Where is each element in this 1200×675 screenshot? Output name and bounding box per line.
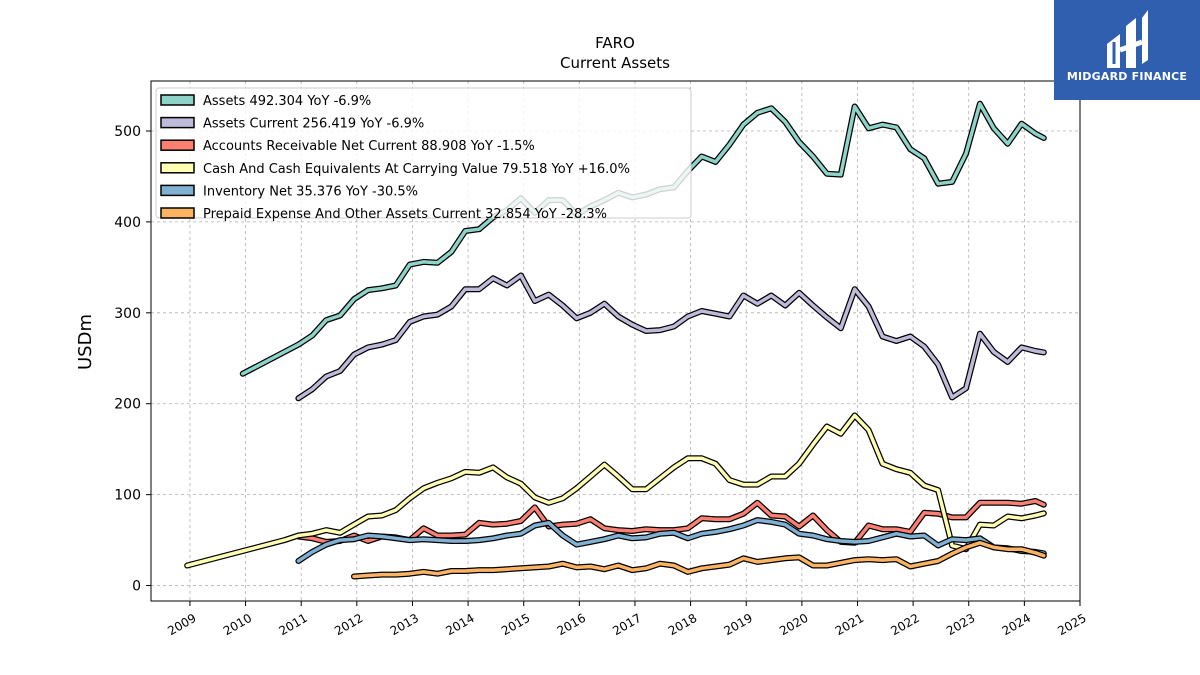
y-tick-label: 400 xyxy=(114,215,141,231)
x-tick-label: 2017 xyxy=(610,611,643,638)
x-tick-label: 2018 xyxy=(666,611,699,638)
series-line-outline xyxy=(295,272,1047,402)
series-2 xyxy=(295,498,1047,546)
legend-entry-label: Assets 492.304 YoY -6.9% xyxy=(203,94,371,109)
series-line xyxy=(296,273,1046,401)
x-tick-label: 2009 xyxy=(165,611,198,638)
x-tick-label: 2020 xyxy=(777,611,810,638)
y-tick-label: 0 xyxy=(132,579,141,595)
legend: Assets 492.304 YoY -6.9% Assets Current 2… xyxy=(155,87,692,222)
x-tick-label: 2021 xyxy=(833,611,866,638)
legend-swatch xyxy=(160,139,195,151)
plot-frame xyxy=(150,80,1081,602)
x-tick-label: 2011 xyxy=(276,611,309,638)
y-tick-label: 200 xyxy=(114,397,141,413)
x-tick-label: 2012 xyxy=(332,611,365,638)
x-tick-label: 2015 xyxy=(499,611,532,638)
x-tick-label: 2014 xyxy=(443,611,476,638)
x-tick-label: 2025 xyxy=(1055,611,1088,638)
x-tick-label: 2019 xyxy=(722,611,755,638)
series-line xyxy=(185,413,1046,568)
series-line-outline xyxy=(295,498,1047,546)
legend-swatch xyxy=(160,207,195,219)
x-tick-label: 2013 xyxy=(388,611,421,638)
series-3 xyxy=(184,412,1047,569)
x-tick-label: 2016 xyxy=(555,611,588,638)
legend-swatch xyxy=(160,94,195,106)
legend-entry-label: Prepaid Expense And Other Assets Current… xyxy=(203,207,607,222)
series-5 xyxy=(351,539,1047,580)
y-tick-label: 100 xyxy=(114,488,141,504)
chart-title: FARO xyxy=(595,34,635,52)
legend-entry-label: Inventory Net 35.376 YoY -30.5% xyxy=(203,184,418,199)
x-tick-label: 2023 xyxy=(944,611,977,638)
legend-entry-label: Accounts Receivable Net Current 88.908 Y… xyxy=(203,139,535,154)
chart-subtitle: Current Assets xyxy=(560,54,670,72)
brand-mark-icon xyxy=(1107,10,1148,68)
series-line-outline xyxy=(184,412,1047,569)
y-axis-label: USDm xyxy=(75,314,96,370)
legend-swatch xyxy=(160,116,195,129)
series-1 xyxy=(295,272,1047,402)
x-tick-label: 2010 xyxy=(221,611,254,638)
y-tick-label: 500 xyxy=(114,124,141,140)
legend-swatch xyxy=(160,162,195,174)
legend-swatch xyxy=(160,184,195,197)
x-tick-label: 2022 xyxy=(888,611,921,638)
legend-entry-label: Cash And Cash Equivalents At Carrying Va… xyxy=(203,162,630,177)
legend-entry-label: Assets Current 256.419 YoY -6.9% xyxy=(203,117,424,132)
x-tick-label: 2024 xyxy=(1000,611,1033,638)
brand-name: MIDGARD FINANCE xyxy=(1066,70,1188,83)
legend-box xyxy=(155,87,692,219)
series-4 xyxy=(295,517,1047,564)
series-line xyxy=(352,541,1046,579)
series-line xyxy=(296,518,1046,563)
y-tick-label: 300 xyxy=(114,306,141,322)
brand-logo: MIDGARD FINANCE xyxy=(1054,0,1200,100)
